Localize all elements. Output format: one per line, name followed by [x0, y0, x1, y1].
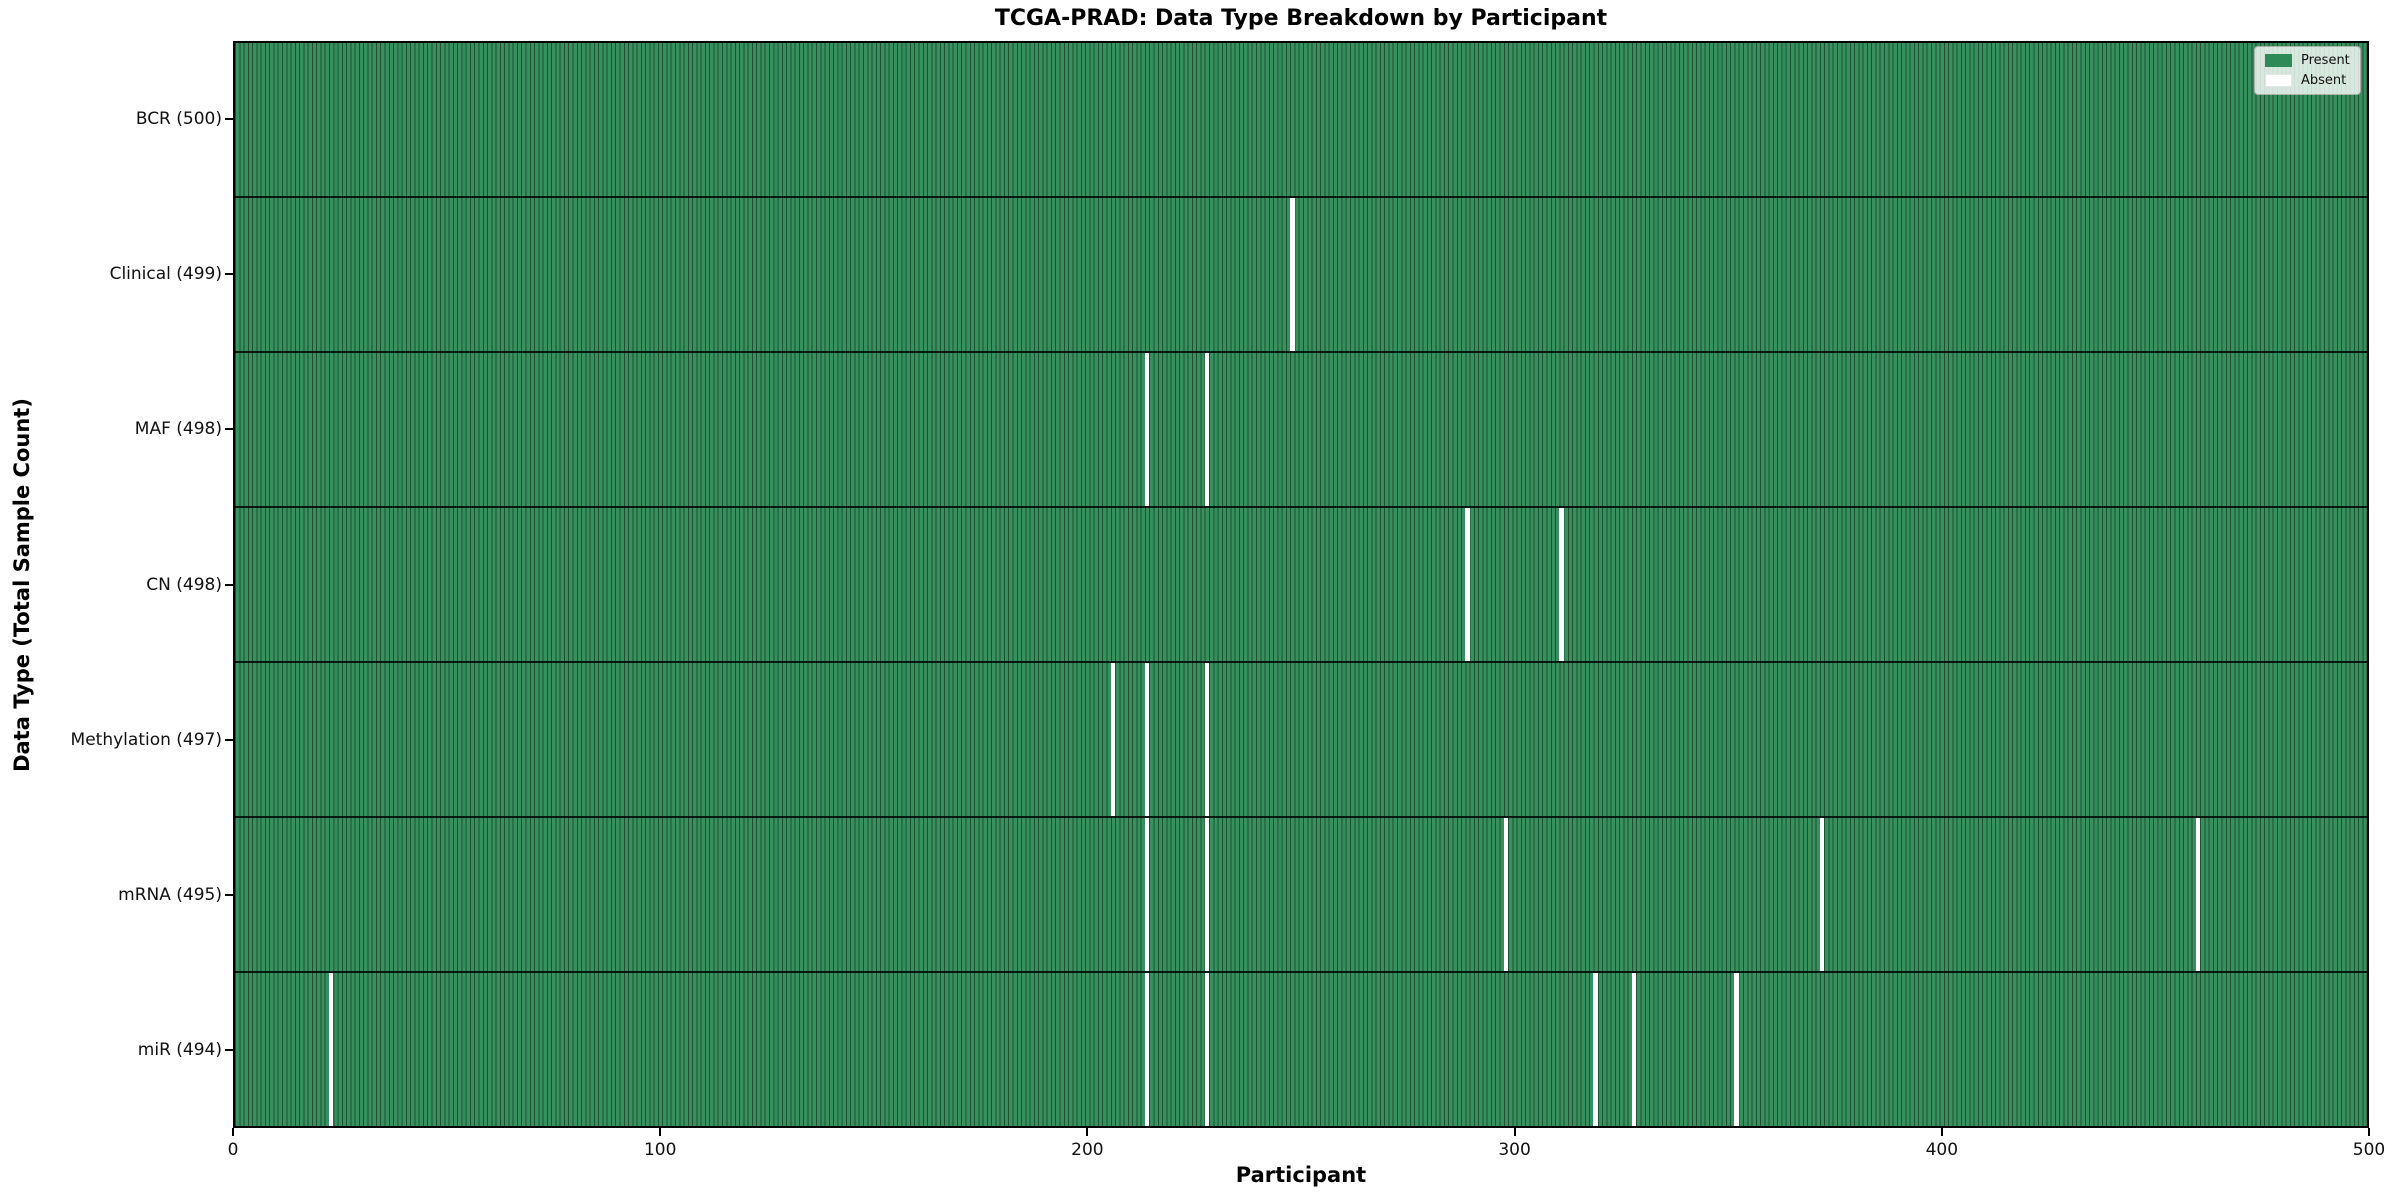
data-row-methylation: [235, 661, 2367, 816]
absent-marker-maf-213: [1144, 353, 1150, 506]
absent-marker-methylation-227: [1204, 663, 1210, 816]
x-tick-label-500: 500: [2352, 1140, 2386, 1160]
y-tick-label-mir: miR (494): [137, 1040, 222, 1061]
absent-marker-mir-227: [1204, 973, 1210, 1126]
absent-marker-maf-227: [1204, 353, 1210, 506]
y-tick-mark-bcr: [225, 117, 233, 120]
plot-area: [233, 41, 2369, 1128]
y-tick-mark-cn: [225, 583, 233, 586]
y-tick-label-methylation: Methylation (497): [70, 729, 222, 750]
legend-absent-swatch: [2265, 74, 2292, 87]
absent-marker-mir-327: [1631, 973, 1637, 1126]
x-tick-mark-100: [659, 1128, 662, 1136]
data-row-bcr: [235, 43, 2367, 196]
x-tick-mark-400: [1940, 1128, 1943, 1136]
y-tick-mark-mrna: [225, 894, 233, 897]
data-row-mrna: [235, 816, 2367, 971]
absent-marker-cn-288: [1465, 508, 1470, 661]
chart-title: TCGA-PRAD: Data Type Breakdown by Partic…: [994, 6, 1608, 31]
x-tick-mark-200: [1086, 1128, 1089, 1136]
data-row-mir: [235, 971, 2367, 1126]
y-tick-label-clinical: Clinical (499): [109, 263, 222, 284]
x-tick-label-200: 200: [1071, 1140, 1104, 1160]
absent-marker-cn-310: [1559, 508, 1564, 661]
y-tick-label-maf: MAF (498): [134, 419, 222, 440]
absent-marker-mrna-297: [1503, 818, 1509, 971]
x-tick-mark-0: [232, 1128, 234, 1136]
x-tick-label-0: 0: [227, 1140, 239, 1160]
legend-entry-absent: Absent: [2265, 73, 2350, 88]
absent-marker-mir-351: [1734, 973, 1739, 1126]
y-tick-label-mrna: mRNA (495): [118, 885, 222, 906]
x-axis-label: Participant: [1235, 1163, 1367, 1187]
y-tick-mark-mir: [225, 1049, 233, 1052]
absent-marker-mir-318: [1593, 973, 1598, 1126]
data-row-clinical: [235, 196, 2367, 351]
legend-present-label: Present: [2301, 53, 2350, 68]
x-tick-label-100: 100: [643, 1140, 677, 1160]
absent-marker-mir-22: [328, 973, 334, 1126]
x-tick-mark-300: [1513, 1128, 1516, 1136]
absent-marker-mir-213: [1144, 973, 1150, 1126]
y-tick-label-bcr: BCR (500): [135, 108, 222, 129]
absent-marker-methylation-205: [1110, 663, 1116, 816]
y-axis-label: Data Type (Total Sample Count): [10, 398, 34, 772]
data-row-cn: [235, 506, 2367, 661]
legend-present-swatch: [2265, 54, 2292, 67]
x-tick-label-300: 300: [1498, 1140, 1531, 1160]
legend-absent-label: Absent: [2301, 73, 2347, 88]
x-tick-mark-500: [2368, 1128, 2370, 1136]
y-tick-mark-clinical: [225, 272, 233, 275]
absent-marker-mrna-213: [1144, 818, 1150, 971]
absent-marker-clinical-247: [1290, 198, 1295, 351]
y-tick-mark-methylation: [225, 738, 233, 741]
y-tick-mark-maf: [225, 428, 233, 431]
data-row-maf: [235, 351, 2367, 506]
y-tick-label-cn: CN (498): [146, 574, 222, 595]
legend-entry-present: Present: [2265, 53, 2350, 68]
absent-marker-mrna-459: [2195, 818, 2201, 971]
x-tick-label-400: 400: [1925, 1140, 1959, 1160]
absent-marker-methylation-213: [1144, 663, 1150, 816]
legend: Present Absent: [2254, 46, 2361, 95]
absent-marker-mrna-227: [1204, 818, 1210, 971]
absent-marker-mrna-371: [1819, 818, 1825, 971]
